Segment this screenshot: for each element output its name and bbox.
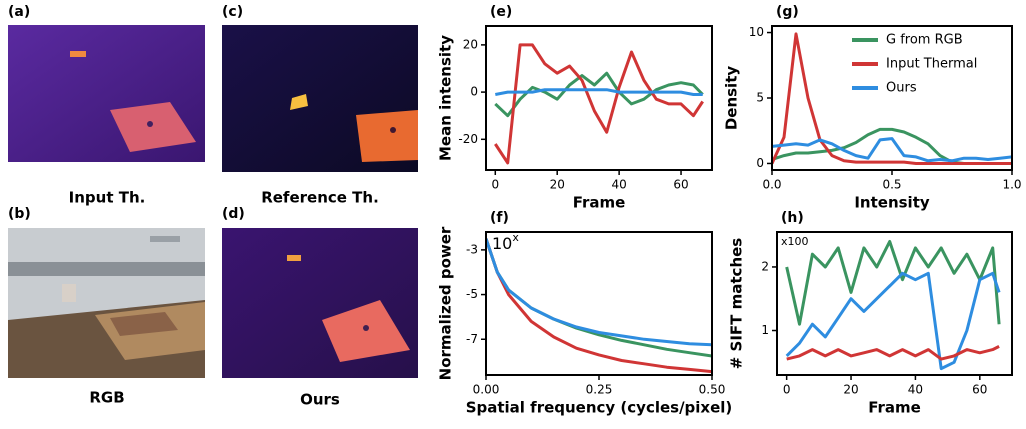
panel-label: (f) <box>490 210 509 226</box>
x-tick-label: 0.50 <box>699 383 726 397</box>
figure: (a) Input Th. (b) RGB (c) Reference Th. … <box>0 0 1026 429</box>
annotation-base: 10 <box>492 234 512 253</box>
line-series <box>486 239 712 345</box>
y-tick-label: -20 <box>458 132 478 146</box>
x-tick-label: 0.25 <box>586 383 613 397</box>
x-axis-label: Frame <box>868 399 921 417</box>
y-axis-label: Density <box>723 66 741 131</box>
line-series <box>495 73 702 116</box>
y-axis-label: # SIFT matches <box>728 238 746 370</box>
panel-label: (e) <box>490 4 512 20</box>
x-tick-label: 40 <box>611 178 626 192</box>
panel-label: (d) <box>222 206 245 222</box>
panel-caption: RGB <box>89 389 124 407</box>
line-series <box>787 346 999 359</box>
panel-label: (b) <box>8 206 31 222</box>
x-tick-label: 60 <box>972 383 987 397</box>
panel-caption: Ours <box>300 391 340 409</box>
x-tick-label: 0.0 <box>762 178 781 192</box>
x-tick-label: 40 <box>908 383 923 397</box>
panel-label: (c) <box>222 4 243 20</box>
legend-label: G from RGB <box>886 33 963 48</box>
y-axis-label: Normalized power <box>437 226 455 380</box>
y-tick-label: 0 <box>470 85 478 99</box>
y-tick-label: 10 <box>749 25 764 39</box>
legend-label: Input Thermal <box>886 57 977 72</box>
image-input-thermal <box>8 25 205 162</box>
x-axis-label: Intensity <box>854 194 930 212</box>
x-tick-label: 0 <box>491 178 499 192</box>
y-tick-label: -3 <box>466 242 478 256</box>
x-tick-label: 0.5 <box>882 178 901 192</box>
annotation: x100 <box>781 235 809 248</box>
x-tick-label: 20 <box>843 383 858 397</box>
image-ours <box>222 228 418 378</box>
y-tick-label: 1 <box>761 323 769 337</box>
panel-label: (a) <box>8 4 30 20</box>
legend-label: Ours <box>886 81 917 96</box>
y-axis-label: Mean intensity <box>437 35 455 161</box>
panel-caption: Reference Th. <box>261 189 379 207</box>
y-tick-label: 0 <box>756 156 764 170</box>
y-tick-label: 20 <box>463 37 478 51</box>
line-series <box>495 45 702 163</box>
x-tick-label: 0 <box>783 383 791 397</box>
panel-label: (g) <box>776 4 799 20</box>
image-reference-thermal <box>222 25 418 172</box>
x-tick-label: 20 <box>550 178 565 192</box>
y-tick-label: -5 <box>466 287 478 301</box>
line-series <box>772 139 1012 161</box>
panel-label: (h) <box>781 210 804 226</box>
x-tick-label: 60 <box>673 178 688 192</box>
annotation: 10x <box>492 231 519 253</box>
x-axis-label: Spatial frequency (cycles/pixel) <box>466 399 733 417</box>
panel-caption: Input Th. <box>69 189 146 207</box>
y-tick-label: 5 <box>756 91 764 105</box>
image-rgb <box>8 228 205 378</box>
x-tick-label: 0.00 <box>473 383 500 397</box>
x-tick-label: 1.0 <box>1002 178 1021 192</box>
y-tick-label: -7 <box>466 332 478 346</box>
x-axis-label: Frame <box>573 194 626 212</box>
annotation-exponent: x <box>512 231 519 244</box>
y-tick-label: 2 <box>761 259 769 273</box>
